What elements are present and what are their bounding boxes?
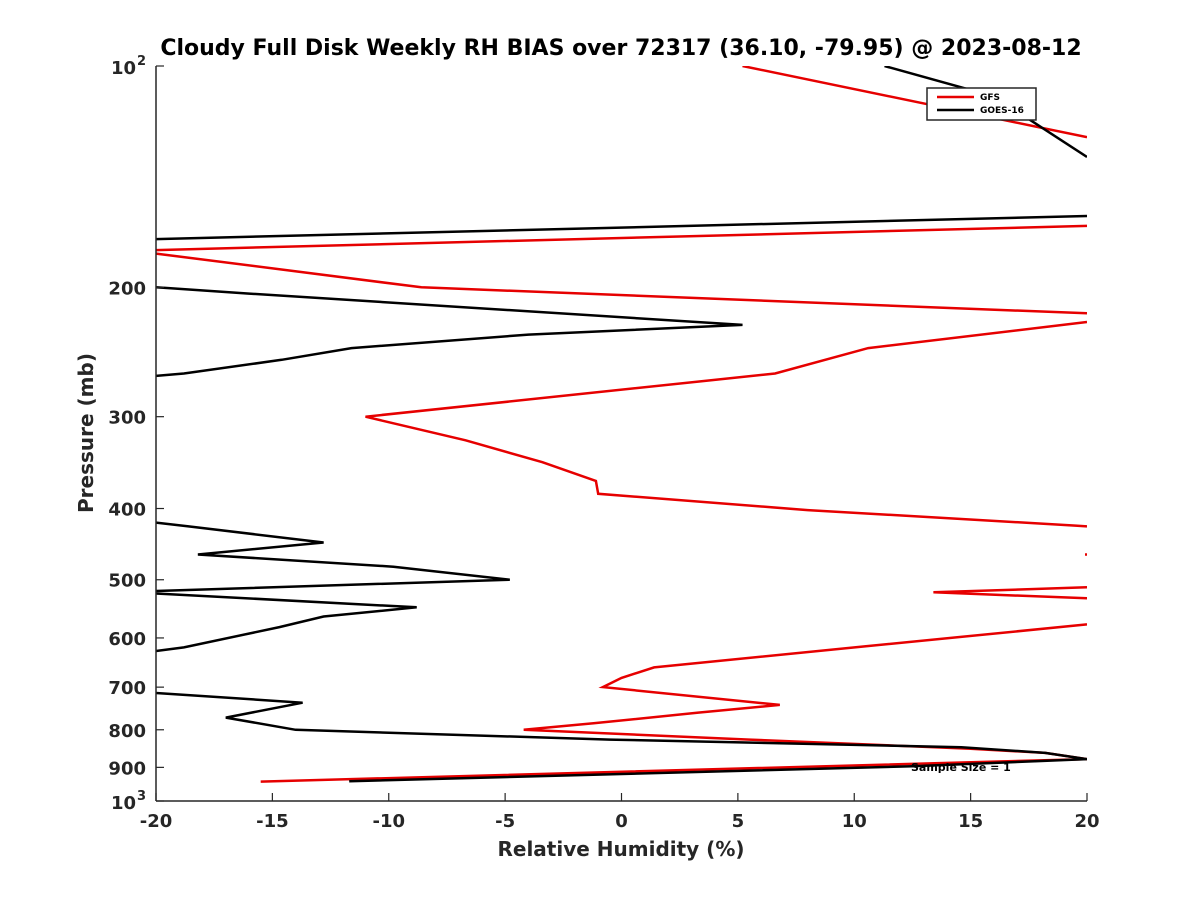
y-tick-label: 700 [108,678,146,699]
y-tick-label: 800 [108,721,146,742]
x-tick-label: 5 [732,811,745,832]
x-tick-label: -15 [256,811,289,832]
series-line [156,691,1087,783]
series-goes16 [156,66,1087,783]
y-tick-label-exponent: 3 [137,789,146,804]
series-line [260,623,1087,783]
x-tick-label: -20 [140,811,173,832]
y-tick-label: 400 [108,500,146,521]
series-line [156,521,510,593]
series-line [933,586,1087,600]
series-line [156,224,1087,252]
x-tick-label: 20 [1074,811,1099,832]
x-axis-label: Relative Humidity (%) [497,837,744,861]
legend-label-goes16: GOES-16 [980,106,1024,116]
x-tick-label: -10 [372,811,405,832]
y-tick-label: 600 [108,629,146,650]
x-tick-label: -5 [495,811,515,832]
y-tick-label: 900 [108,758,146,779]
x-tick-label: 15 [958,811,983,832]
legend-label-gfs: GFS [980,93,1000,103]
y-tick-label: 500 [108,571,146,592]
series-line [742,66,1087,139]
y-tick-label-base: 10 [111,58,136,79]
x-tick-label: 0 [615,811,628,832]
y-tick-label-exponent: 2 [137,54,146,69]
y-tick-label: 300 [108,408,146,429]
series-gfs [156,66,1087,783]
legend: GFS GOES-16 [926,87,1037,121]
legend-box [926,87,1037,121]
series-line [156,252,1087,315]
chart-title: Cloudy Full Disk Weekly RH BIAS over 723… [160,36,1081,61]
y-tick-label: 200 [108,278,146,299]
sample-size-annotation: Sample Size = 1 [911,761,1011,774]
y-axis-label: Pressure (mb) [74,353,98,513]
series-line [156,214,1087,241]
y-tick-label-base: 10 [111,793,136,814]
series-line [156,286,743,378]
series-line [365,320,1087,528]
series-line [156,592,417,653]
series-layer [156,66,1087,783]
x-tick-label: 10 [842,811,867,832]
